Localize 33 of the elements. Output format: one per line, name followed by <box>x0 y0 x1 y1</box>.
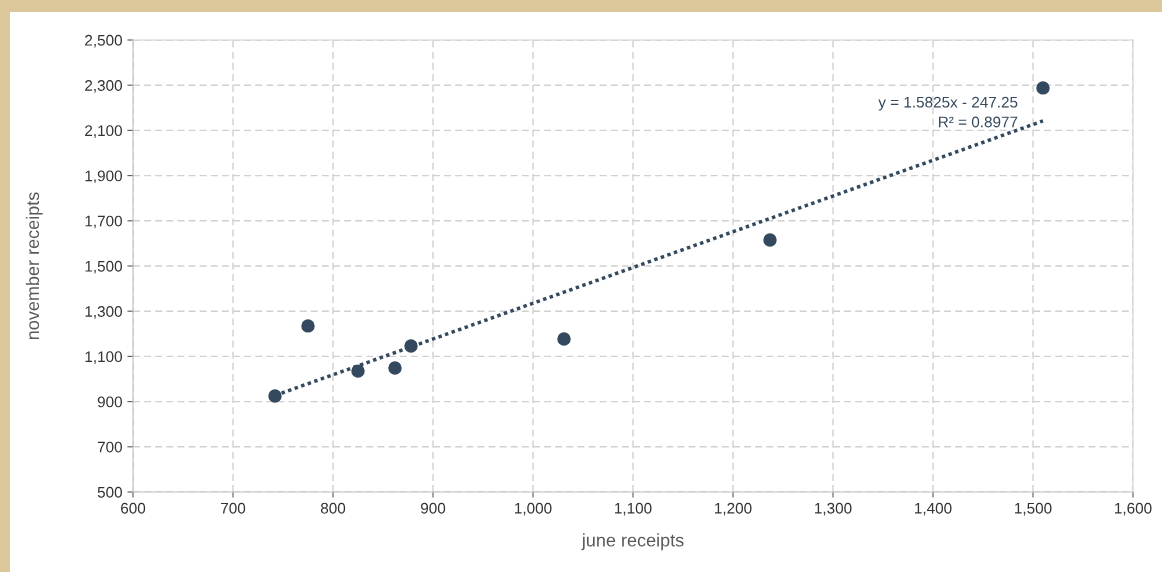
y-tick-label: 1,500 <box>85 260 122 274</box>
x-tick-label: 700 <box>221 502 246 514</box>
y-tick-label: 500 <box>97 486 122 498</box>
y-tick-label: 2,300 <box>85 80 122 93</box>
point <box>763 233 777 247</box>
x-tick-label: 800 <box>320 502 346 514</box>
y-tick-label: 2,500 <box>85 34 122 48</box>
y-tick-label: 900 <box>97 396 122 408</box>
x-tick-label: 1,100 <box>615 502 652 516</box>
y-tick-label: 1,100 <box>85 351 122 364</box>
y-tick-label: 2,100 <box>85 125 122 138</box>
point <box>301 319 315 333</box>
x-axis-title: june receipts <box>581 533 684 551</box>
x-tick-label: 1,000 <box>515 502 552 516</box>
point <box>1036 81 1050 95</box>
x-tick-label: 1,600 <box>1115 502 1152 516</box>
point <box>404 339 418 353</box>
y-tick-label: 1,900 <box>85 170 122 184</box>
x-tick-label: 1,400 <box>915 502 952 516</box>
point <box>388 361 402 375</box>
x-tick-label: 600 <box>121 502 146 514</box>
x-tick-label: 1,300 <box>815 502 852 516</box>
y-axis-title: november receipts <box>25 192 43 340</box>
point <box>351 364 365 378</box>
y-tick-label: 700 <box>97 441 122 453</box>
y-tick-label: 1,700 <box>85 215 122 229</box>
point <box>557 332 571 346</box>
x-tick-label: 1,500 <box>1015 502 1052 516</box>
x-tick-label: 1,200 <box>715 502 752 516</box>
point <box>268 389 282 403</box>
y-tick-label: 1,300 <box>85 306 122 319</box>
x-tick-label: 900 <box>420 502 446 514</box>
annotation: y = 1.5825x - 247.25 R² = 0.8977 <box>878 96 1018 128</box>
